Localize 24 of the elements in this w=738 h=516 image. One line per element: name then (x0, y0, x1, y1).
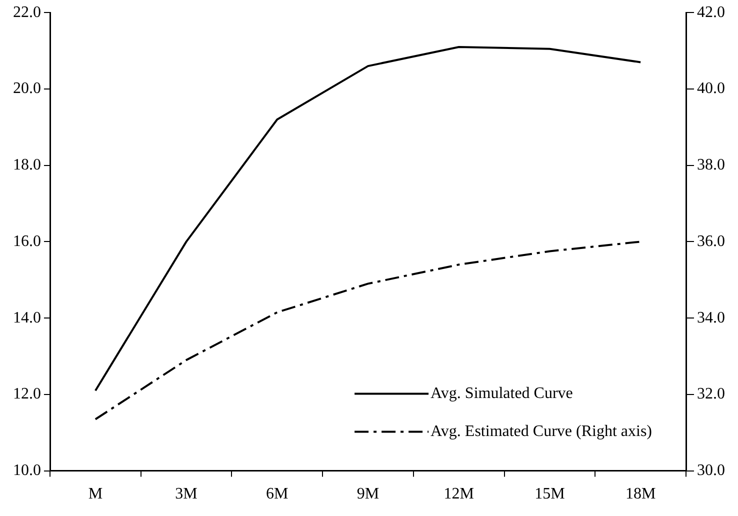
legend-label: Avg. Simulated Curve (430, 385, 573, 402)
x-tick-label: 15M (534, 486, 565, 503)
x-tick-label: 9M (356, 486, 380, 503)
y2-tick-label: 42.0 (697, 4, 725, 21)
line-series (94, 240, 642, 420)
y2-tick-label: 34.0 (697, 309, 725, 326)
x-tick-label: M (88, 486, 103, 503)
x-tick-label: 6M (266, 486, 288, 503)
y2-tick-label: 36.0 (697, 232, 725, 250)
y-tick-label: 10.0 (13, 462, 41, 480)
x-tick-label: 18M (625, 486, 656, 503)
y2-tick-label: 30.0 (697, 462, 725, 480)
y-tick-label: 14.0 (13, 309, 41, 326)
y2-tick-label: 40.0 (697, 80, 725, 98)
y-tick-label: 16.0 (13, 232, 41, 250)
y2-tick-label: 38.0 (697, 156, 725, 174)
y-tick-label: 22.0 (13, 4, 41, 21)
x-tick-label: 12M (444, 486, 474, 503)
y-tick-label: 20.0 (13, 80, 41, 98)
y-tick-label: 18.0 (13, 156, 41, 174)
y2-tick-label: 32.0 (697, 386, 725, 403)
legend-label: Avg. Estimated Curve (Right axis) (430, 423, 652, 440)
x-tick-label: 3M (175, 486, 198, 503)
y-tick-label: 12.0 (13, 386, 41, 403)
